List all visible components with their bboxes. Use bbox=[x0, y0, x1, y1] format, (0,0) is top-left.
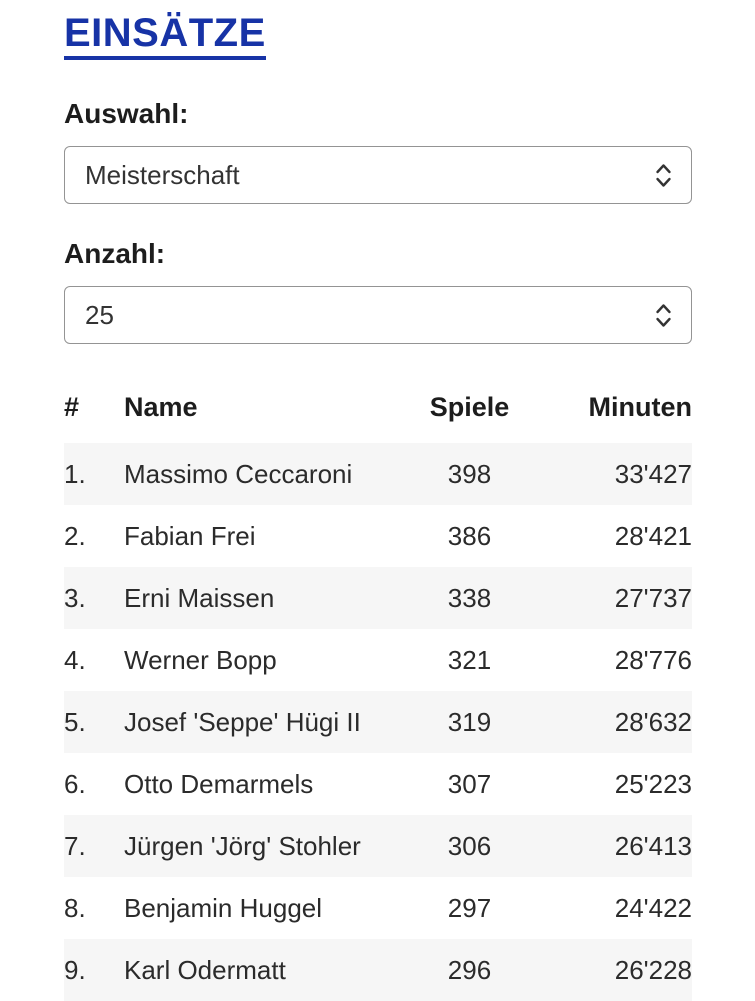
header-name: Name bbox=[124, 378, 407, 443]
player-link[interactable]: Jürgen 'Jörg' Stohler bbox=[124, 830, 361, 861]
table-row: 8. Benjamin Huggel 297 24'422 bbox=[64, 877, 692, 939]
table-row: 6. Otto Demarmels 307 25'223 bbox=[64, 753, 692, 815]
page-title: EINSÄTZE bbox=[64, 10, 266, 60]
table-row: 1. Massimo Ceccaroni 398 33'427 bbox=[64, 443, 692, 505]
rank-cell: 5. bbox=[64, 706, 86, 737]
rank-cell: 7. bbox=[64, 830, 86, 861]
table-header-row: # Name Spiele Minuten bbox=[64, 378, 692, 443]
rank-cell: 6. bbox=[64, 768, 86, 799]
minutes-cell: 25'223 bbox=[614, 768, 692, 799]
rank-cell: 1. bbox=[64, 458, 86, 489]
minutes-cell: 26'228 bbox=[614, 954, 692, 985]
player-link[interactable]: Karl Odermatt bbox=[124, 954, 286, 985]
auswahl-label: Auswahl: bbox=[64, 98, 189, 129]
games-cell: 321 bbox=[447, 644, 492, 675]
table-row: 7. Jürgen 'Jörg' Stohler 306 26'413 bbox=[64, 815, 692, 877]
anzahl-select[interactable]: 25 bbox=[64, 286, 692, 344]
player-link[interactable]: Erni Maissen bbox=[124, 582, 275, 613]
rank-cell: 4. bbox=[64, 644, 86, 675]
table-row: 9. Karl Odermatt 296 26'228 bbox=[64, 939, 692, 1001]
player-link[interactable]: Massimo Ceccaroni bbox=[124, 458, 353, 489]
minutes-cell: 28'632 bbox=[614, 706, 692, 737]
table-row: 2. Fabian Frei 386 28'421 bbox=[64, 505, 692, 567]
anzahl-label: Anzahl: bbox=[64, 238, 166, 269]
games-cell: 319 bbox=[447, 706, 492, 737]
rank-cell: 8. bbox=[64, 892, 86, 923]
games-cell: 307 bbox=[447, 768, 492, 799]
player-link[interactable]: Fabian Frei bbox=[124, 520, 256, 551]
player-link[interactable]: Otto Demarmels bbox=[124, 768, 314, 799]
player-link[interactable]: Josef 'Seppe' Hügi II bbox=[124, 706, 361, 737]
updown-chevron-icon bbox=[654, 162, 673, 189]
player-link[interactable]: Benjamin Huggel bbox=[124, 892, 323, 923]
games-cell: 398 bbox=[447, 458, 492, 489]
player-link[interactable]: Werner Bopp bbox=[124, 644, 277, 675]
header-rank: # bbox=[64, 378, 124, 443]
header-minutes: Minuten bbox=[532, 378, 692, 443]
rank-cell: 3. bbox=[64, 582, 86, 613]
minutes-cell: 28'421 bbox=[614, 520, 692, 551]
anzahl-select-value: 25 bbox=[85, 299, 114, 330]
games-cell: 338 bbox=[447, 582, 492, 613]
minutes-cell: 26'413 bbox=[614, 830, 692, 861]
header-games: Spiele bbox=[407, 378, 532, 443]
table-row: 3. Erni Maissen 338 27'737 bbox=[64, 567, 692, 629]
minutes-cell: 28'776 bbox=[614, 644, 692, 675]
games-cell: 296 bbox=[447, 954, 492, 985]
minutes-cell: 27'737 bbox=[614, 582, 692, 613]
minutes-cell: 33'427 bbox=[614, 458, 692, 489]
games-cell: 306 bbox=[447, 830, 492, 861]
updown-chevron-icon bbox=[654, 302, 673, 329]
minutes-cell: 24'422 bbox=[614, 892, 692, 923]
games-cell: 297 bbox=[447, 892, 492, 923]
auswahl-select[interactable]: Meisterschaft bbox=[64, 146, 692, 204]
rank-cell: 9. bbox=[64, 954, 86, 985]
games-cell: 386 bbox=[447, 520, 492, 551]
table-row: 4. Werner Bopp 321 28'776 bbox=[64, 629, 692, 691]
auswahl-select-value: Meisterschaft bbox=[85, 159, 240, 190]
table-row: 5. Josef 'Seppe' Hügi II 319 28'632 bbox=[64, 691, 692, 753]
rank-cell: 2. bbox=[64, 520, 86, 551]
einsaetze-table: # Name Spiele Minuten 1. Massimo Ceccaro… bbox=[64, 378, 692, 1001]
